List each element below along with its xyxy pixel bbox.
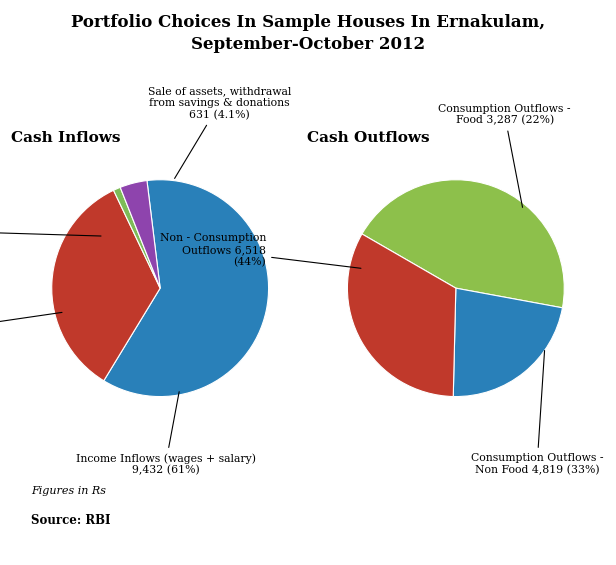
Text: Total
Loans
5,322
(34%): Total Loans 5,322 (34%) (0, 303, 62, 349)
Wedge shape (362, 180, 564, 308)
Wedge shape (120, 181, 160, 288)
Text: Non - Consumption
Outflows 6,518
(44%): Non - Consumption Outflows 6,518 (44%) (160, 233, 361, 268)
Wedge shape (52, 190, 160, 381)
Text: Sale of assets, withdrawal
from savings & donations
631 (4.1%): Sale of assets, withdrawal from savings … (148, 86, 291, 179)
Text: Consumption Outflows -
Food 3,287 (22%): Consumption Outflows - Food 3,287 (22%) (439, 103, 571, 207)
Text: Income Inflows (wages + salary)
9,432 (61%): Income Inflows (wages + salary) 9,432 (6… (76, 392, 256, 476)
Text: Cash Inflows: Cash Inflows (11, 131, 121, 145)
Text: Loans
Returned
167 (1.1%): Loans Returned 167 (1.1%) (0, 215, 101, 249)
Text: Cash Outflows: Cash Outflows (307, 131, 429, 145)
Wedge shape (453, 288, 562, 397)
Text: Consumption Outflows -
Non Food 4,819 (33%): Consumption Outflows - Non Food 4,819 (3… (471, 350, 604, 475)
Text: Figures in Rs: Figures in Rs (31, 486, 106, 496)
Wedge shape (113, 188, 160, 288)
Wedge shape (103, 180, 269, 397)
Wedge shape (347, 234, 456, 397)
Text: Portfolio Choices In Sample Houses In Ernakulam,
September-October 2012: Portfolio Choices In Sample Houses In Er… (71, 14, 545, 53)
Text: Source: RBI: Source: RBI (31, 514, 110, 527)
